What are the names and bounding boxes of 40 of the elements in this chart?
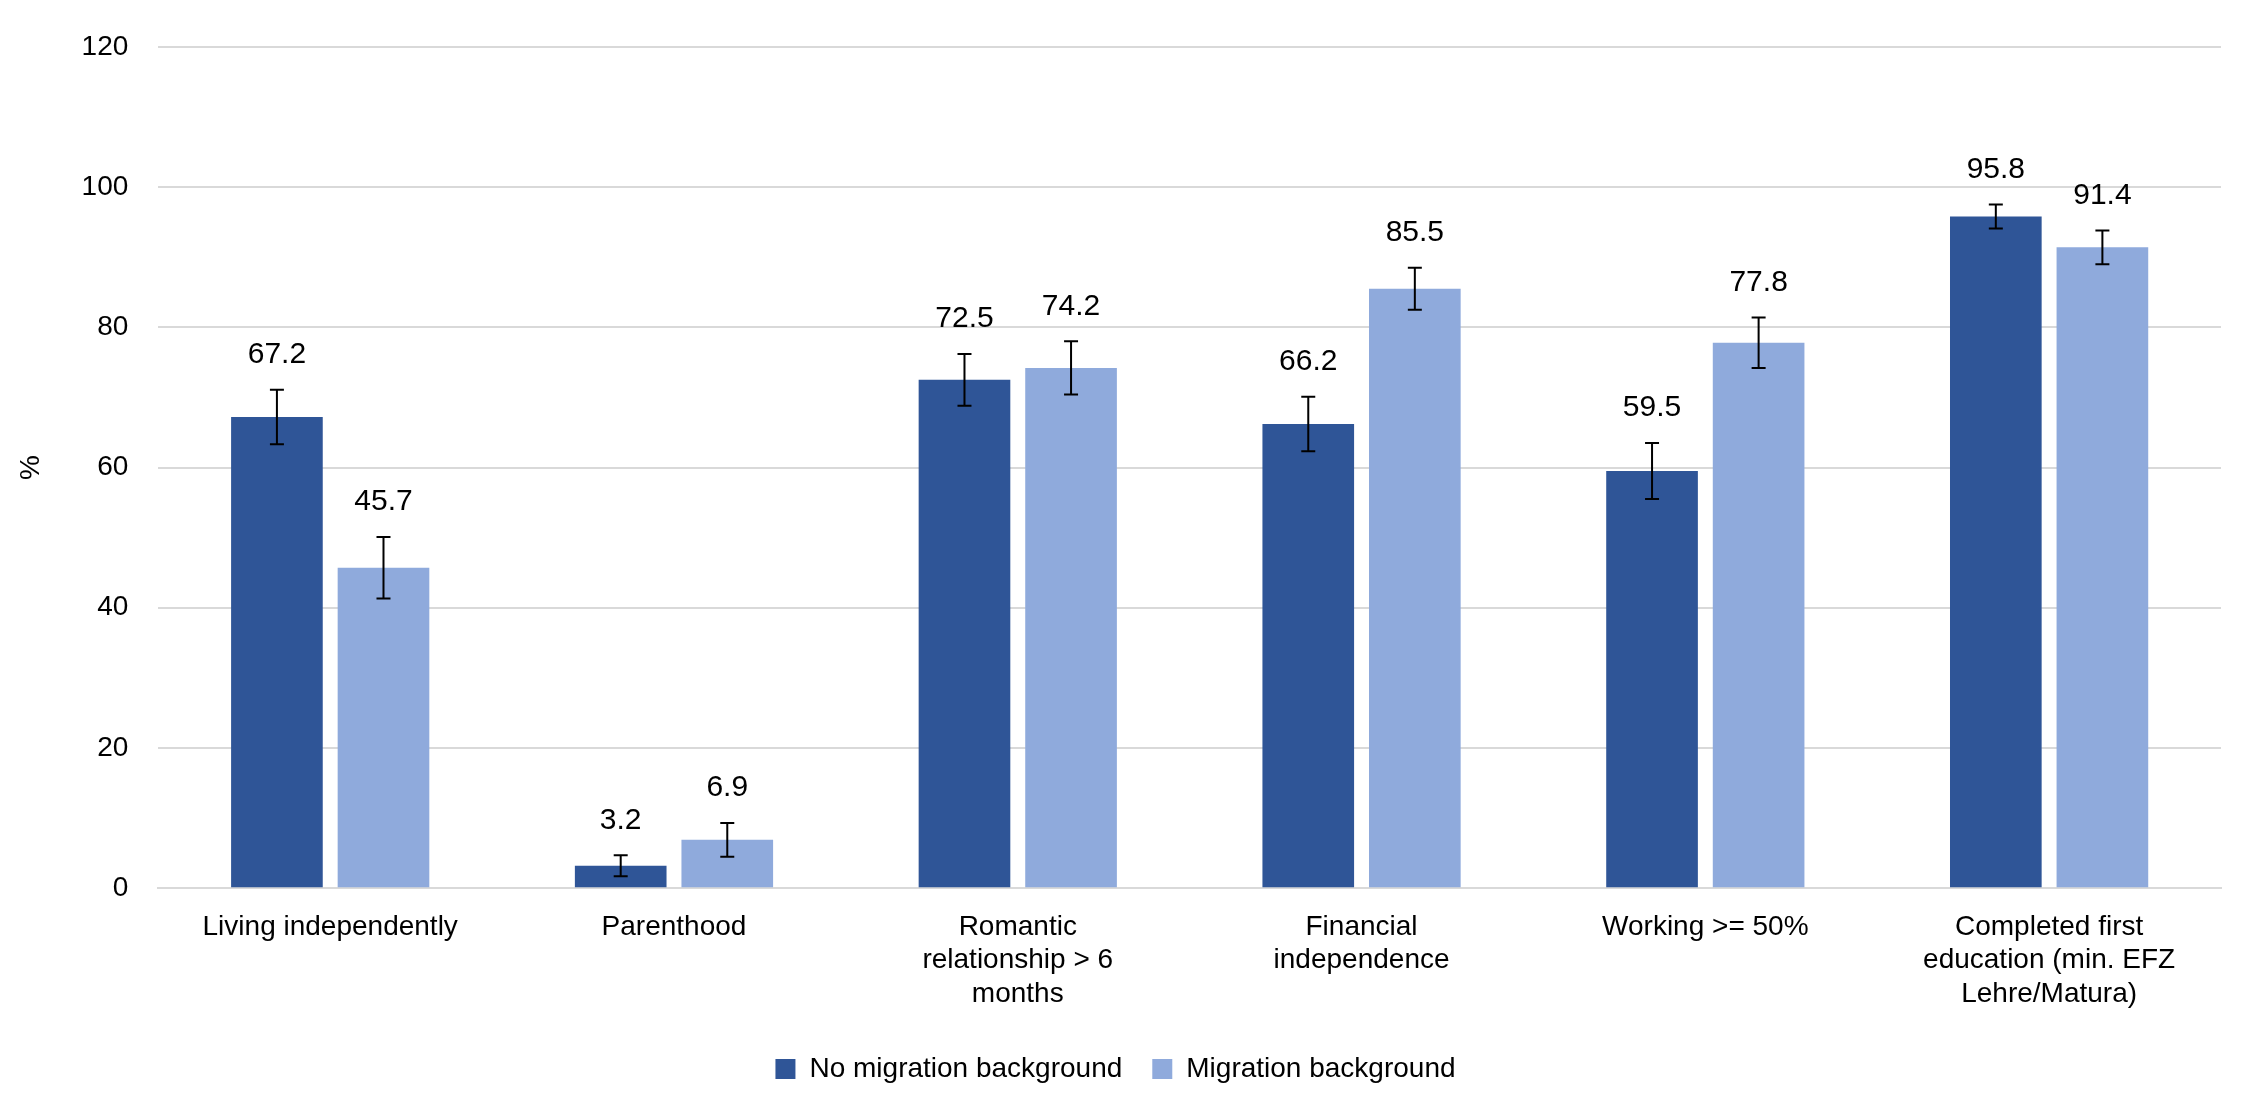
data-label: 74.2 — [1041, 287, 1101, 321]
x-tick-label: Financial independence — [1273, 909, 1450, 975]
y-axis-title: % — [13, 455, 45, 480]
x-tick-label: Completed first education (min. EFZ Lehre/Matura) — [1923, 909, 2176, 1008]
bar — [918, 379, 1011, 888]
x-tick-label: Parenthood — [601, 909, 747, 941]
bar — [1025, 367, 1117, 888]
y-tick-label: 100 — [81, 169, 129, 201]
y-tick-label: 60 — [97, 450, 129, 482]
bar — [231, 417, 323, 888]
data-label: 85.5 — [1385, 213, 1445, 247]
bar — [1606, 471, 1698, 888]
bar — [681, 839, 774, 888]
bar — [1712, 342, 1805, 888]
y-tick-label: 40 — [97, 590, 129, 622]
x-tick-label: Working >= 50% — [1602, 909, 1809, 941]
data-label: 66.2 — [1279, 342, 1338, 376]
y-tick-label: 80 — [97, 309, 129, 341]
legend-label: No migration background — [809, 1051, 1123, 1083]
bar — [1369, 288, 1461, 888]
bar — [2056, 247, 2149, 888]
x-tick-label: Romantic relationship > 6 months — [922, 909, 1114, 1008]
x-tick-label: Living independently — [202, 909, 458, 941]
data-label: 3.2 — [599, 801, 642, 835]
y-tick-label: 0 — [112, 870, 129, 902]
y-tick-label: 120 — [81, 29, 129, 61]
data-label: 59.5 — [1622, 389, 1682, 423]
data-label: 6.9 — [706, 769, 749, 803]
legend-label: Migration background — [1186, 1051, 1456, 1083]
bar — [1950, 216, 2042, 888]
bar — [574, 865, 667, 888]
data-label: 67.2 — [247, 335, 307, 369]
bar — [1262, 424, 1355, 888]
data-label: 72.5 — [935, 300, 994, 334]
y-tick-label: 20 — [97, 730, 129, 762]
data-label: 77.8 — [1729, 263, 1788, 297]
bar — [337, 567, 430, 888]
data-label: 91.4 — [2073, 176, 2132, 210]
data-label: 95.8 — [1966, 150, 2026, 184]
data-label: 45.7 — [354, 483, 413, 517]
